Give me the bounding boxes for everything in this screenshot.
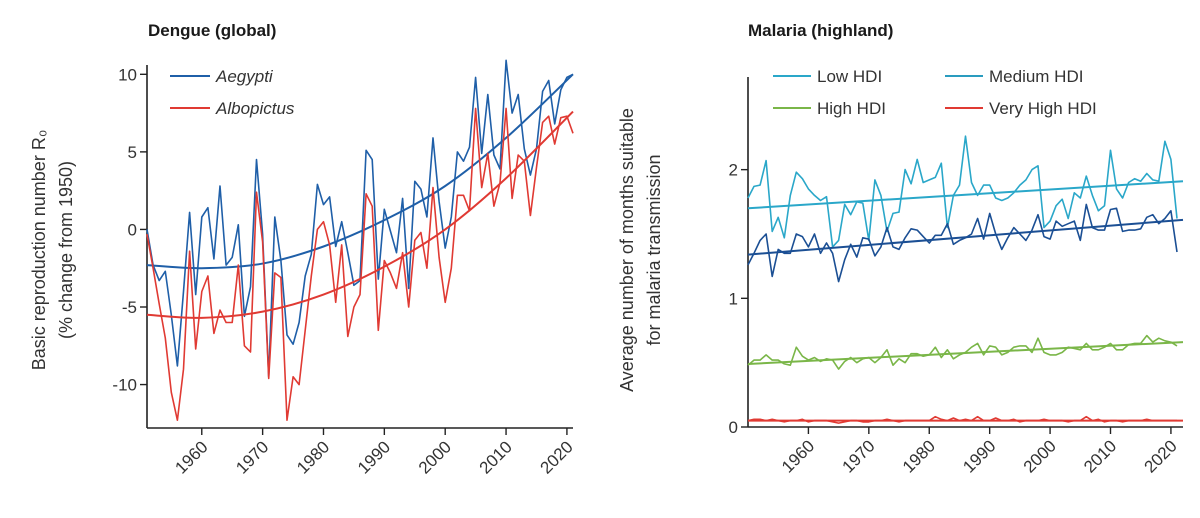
series-line-0 bbox=[747, 135, 1178, 248]
x-tick-label: 1980 bbox=[899, 436, 939, 476]
trend-line-1 bbox=[747, 218, 1184, 256]
x-tick-label: 1990 bbox=[354, 437, 394, 477]
chart-panel-0: Dengue (global) Basic reproduction number… bbox=[29, 21, 577, 478]
trend-line-0 bbox=[146, 73, 574, 270]
legend-label: Very High HDI bbox=[989, 99, 1097, 118]
legend-label: Medium HDI bbox=[989, 67, 1083, 86]
y-tick-label: -10 bbox=[112, 376, 137, 395]
y-axis-label: for malaria transmission bbox=[644, 154, 664, 345]
trend-line-1 bbox=[146, 110, 574, 319]
y-tick-label: 10 bbox=[118, 65, 137, 84]
y-tick-label: -5 bbox=[122, 298, 137, 317]
y-axis-label: Average number of months suitable bbox=[617, 108, 637, 392]
y-tick-label: 2 bbox=[729, 161, 738, 180]
x-tick-label: 2020 bbox=[1141, 436, 1181, 476]
chart-panel-1: Malaria (highland) Average number of mont… bbox=[617, 21, 1184, 477]
y-tick-label: 0 bbox=[128, 220, 137, 239]
series-line-0 bbox=[146, 59, 574, 378]
y-tick-label: 0 bbox=[729, 418, 738, 437]
trend-line-0 bbox=[747, 180, 1184, 210]
trend-line-2 bbox=[747, 341, 1184, 365]
y-axis-label: Basic reproduction number R₀ bbox=[29, 130, 49, 371]
legend-label: Aegypti bbox=[215, 67, 274, 86]
x-tick-label: 1970 bbox=[838, 436, 878, 476]
legend-label: Albopictus bbox=[215, 99, 295, 118]
x-tick-label: 2020 bbox=[537, 437, 577, 477]
y-axis-label: (% change from 1950) bbox=[56, 161, 76, 339]
legend-label: Low HDI bbox=[817, 67, 882, 86]
x-tick-label: 1980 bbox=[293, 437, 333, 477]
series-line-1 bbox=[747, 203, 1178, 283]
y-tick-label: 5 bbox=[128, 143, 137, 162]
x-tick-label: 2000 bbox=[1020, 436, 1060, 476]
legend-label: High HDI bbox=[817, 99, 886, 118]
x-tick-label: 1970 bbox=[232, 437, 272, 477]
chart-title: Malaria (highland) bbox=[748, 21, 893, 40]
chart-title: Dengue (global) bbox=[148, 21, 276, 40]
x-tick-label: 1990 bbox=[959, 436, 999, 476]
x-tick-label: 2010 bbox=[1080, 436, 1120, 476]
x-tick-label: 1960 bbox=[171, 437, 211, 477]
x-tick-label: 2010 bbox=[476, 437, 516, 477]
x-tick-label: 2000 bbox=[415, 437, 455, 477]
x-tick-label: 1960 bbox=[778, 436, 818, 476]
y-tick-label: 1 bbox=[729, 289, 738, 308]
